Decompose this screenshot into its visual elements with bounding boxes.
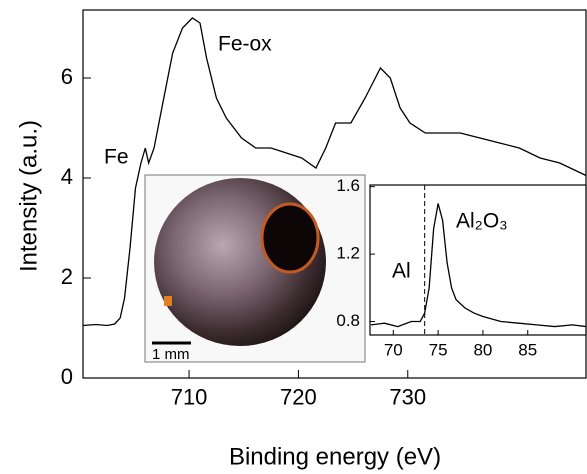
scale-label: 1 mm: [152, 346, 190, 363]
x-tick-label: 85: [518, 341, 537, 360]
annotation: Al: [392, 260, 411, 283]
y-tick-label: 4: [61, 164, 73, 189]
x-tick-label: 70: [384, 341, 403, 360]
y-tick-label: 0: [61, 364, 73, 389]
annotation: Al₂O₃: [456, 210, 508, 233]
data-line: [82, 17, 587, 327]
y-tick-label: 6: [61, 64, 73, 89]
y-axis-label: Intensity (a.u.): [15, 120, 42, 272]
y-tick-label: 2: [61, 264, 73, 289]
x-tick-label: 720: [280, 385, 317, 410]
y-tick-label: 0.8: [336, 311, 360, 330]
x-tick-label: 730: [389, 385, 426, 410]
x-tick-label: 80: [473, 341, 492, 360]
x-axis-label: Binding energy (eV): [229, 443, 441, 470]
y-tick-label: 1.2: [336, 244, 360, 263]
x-tick-label: 75: [429, 341, 448, 360]
x-tick-label: 710: [171, 385, 208, 410]
axes-frame: [369, 184, 587, 336]
annotation: Fe-ox: [218, 33, 272, 56]
y-tick-label: 1.6: [336, 176, 360, 195]
photo-inset: 1 mm: [144, 174, 366, 363]
data-line: [370, 203, 587, 328]
spot: [164, 296, 172, 306]
inset-background: [370, 185, 586, 335]
cavity: [260, 202, 320, 274]
annotation: Fe: [104, 146, 129, 169]
